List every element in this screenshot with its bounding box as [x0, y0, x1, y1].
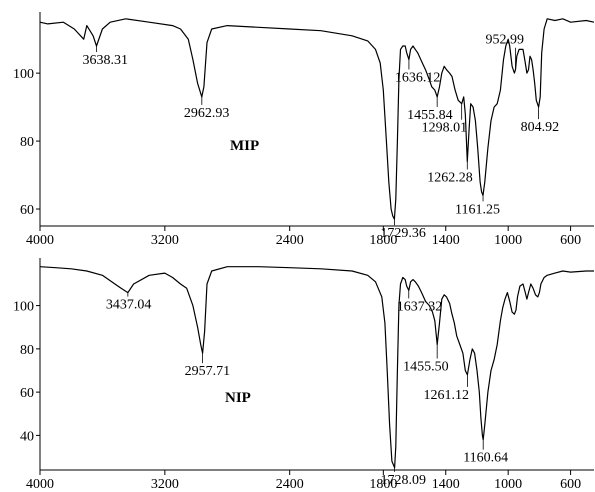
peak-label: 2957.71 [185, 364, 231, 379]
peak-label: 1636.12 [395, 71, 441, 86]
peak-label: 1298.01 [422, 121, 468, 136]
y-tick-label: 60 [20, 386, 34, 401]
peak-label: 1160.64 [463, 451, 508, 466]
sample-label: MIP [230, 138, 259, 154]
y-tick-label: 80 [20, 343, 34, 358]
peak-label: 1262.28 [427, 170, 473, 185]
x-tick-label: 1400 [432, 233, 460, 248]
x-tick-label: 4000 [26, 233, 54, 248]
peak-label: 1261.12 [423, 388, 469, 403]
x-tick-label: 1800 [369, 477, 397, 492]
x-tick-label: 1800 [369, 233, 397, 248]
x-tick-label: 2400 [276, 233, 304, 248]
x-tick-label: 1000 [494, 233, 522, 248]
peak-label: 952.99 [486, 33, 525, 48]
peak-label: 3638.31 [82, 53, 128, 68]
y-tick-label: 40 [20, 429, 34, 444]
x-tick-label: 1000 [494, 477, 522, 492]
spectrum-trace-mip [39, 18, 595, 220]
peak-label: 1161.25 [455, 202, 500, 217]
x-tick-label: 3200 [151, 233, 179, 248]
y-tick-label: 60 [20, 203, 34, 218]
x-tick-label: 3200 [151, 477, 179, 492]
spectrum-trace-nip [39, 266, 594, 469]
peak-label: 1729.36 [380, 226, 426, 241]
sample-label: NIP [225, 390, 251, 406]
peak-label: 804.92 [521, 120, 560, 135]
x-tick-label: 600 [560, 233, 581, 248]
x-tick-label: 4000 [26, 477, 54, 492]
x-tick-label: 2400 [276, 477, 304, 492]
y-tick-label: 100 [13, 300, 34, 315]
peak-label: 1728.09 [381, 473, 427, 488]
peak-label: 1637.32 [397, 299, 443, 314]
spectrum-panel-nip: 4000 3200 2400 1800 1400 1000 600 100 80 60 40 3437… [13, 258, 594, 492]
peak-label: 2962.93 [184, 106, 230, 121]
peak-label: 1455.84 [407, 108, 453, 123]
peak-label: 1455.50 [403, 360, 449, 375]
x-tick-label: 1400 [432, 477, 460, 492]
y-tick-label: 100 [13, 67, 34, 82]
peak-label: 3437.04 [106, 298, 151, 313]
spectrum-panel-mip: 4000 3200 2400 1800 1400 1000 600 100 80 60 3638.3… [13, 12, 595, 248]
y-tick-label: 80 [20, 135, 34, 150]
x-tick-label: 600 [560, 477, 581, 492]
